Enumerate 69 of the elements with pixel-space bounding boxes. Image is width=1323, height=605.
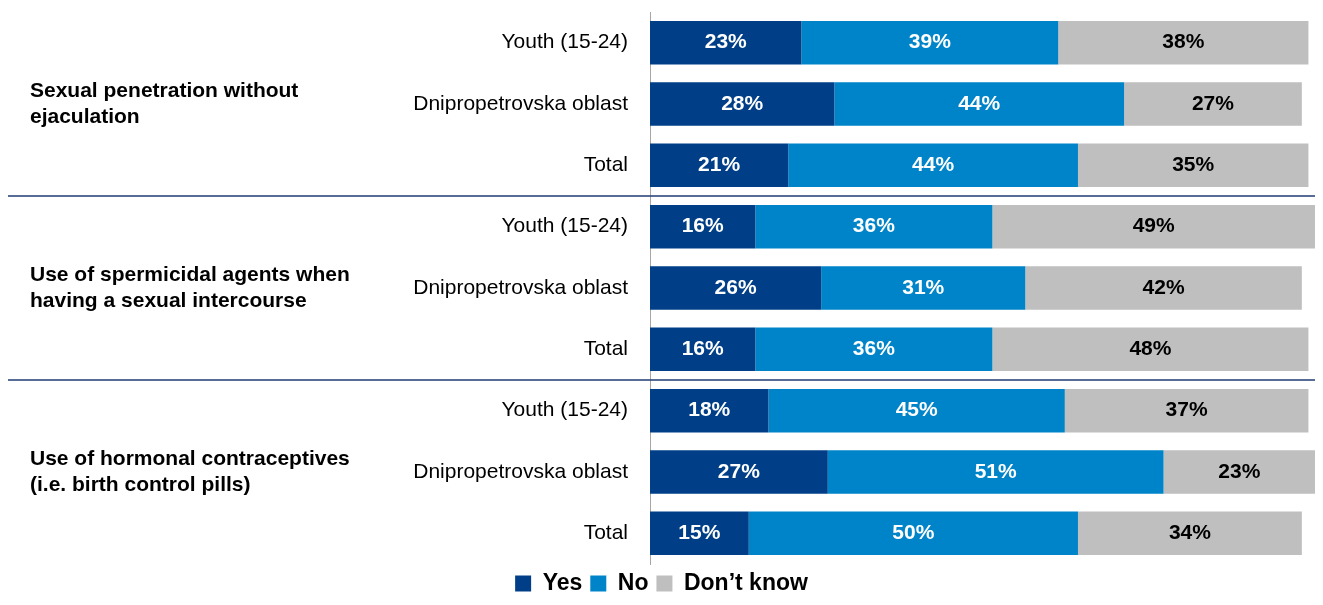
legend-label: Don’t know — [683, 568, 808, 595]
bar — [1163, 450, 1315, 494]
legend-label: No — [617, 568, 649, 595]
bar — [827, 450, 1164, 494]
bar — [1124, 82, 1302, 126]
data-label: 26% — [714, 274, 757, 298]
bar — [650, 143, 789, 188]
data-label: 39% — [908, 29, 952, 53]
y-tick-label: Dnipropetrovska oblast — [413, 274, 629, 298]
y-tick-label: Youth (15-24) — [501, 29, 628, 53]
bar — [1058, 20, 1309, 65]
y-tick-label: Youth (15-24) — [501, 213, 628, 237]
legend-label: Yes — [542, 568, 583, 595]
bar — [748, 511, 1078, 556]
bar — [755, 204, 993, 249]
data-label: 37% — [1165, 397, 1208, 421]
data-label: 44% — [912, 152, 955, 176]
data-label: 49% — [1132, 213, 1176, 237]
y-tick-label: Dnipropetrovska oblast — [413, 458, 629, 482]
bar — [650, 204, 756, 249]
bar — [801, 20, 1059, 65]
data-label: 21% — [698, 152, 741, 176]
bar — [1025, 266, 1302, 310]
data-label: 36% — [852, 213, 896, 237]
bar — [650, 82, 835, 126]
bar — [1077, 143, 1309, 188]
bar — [650, 511, 749, 556]
y-tick-label: Total — [583, 520, 628, 544]
data-label: 45% — [895, 397, 938, 421]
data-label: 16% — [681, 213, 725, 237]
data-label: 23% — [704, 29, 748, 53]
data-label: 42% — [1142, 274, 1185, 298]
y-tick-label: Total — [583, 336, 628, 360]
data-label: 36% — [852, 336, 896, 360]
bar — [650, 327, 756, 372]
data-label: 34% — [1168, 520, 1212, 544]
bar — [1064, 388, 1309, 433]
bar — [788, 143, 1078, 188]
data-label: 16% — [681, 336, 725, 360]
bar — [992, 327, 1309, 372]
bar — [650, 266, 822, 310]
data-label: 23% — [1218, 458, 1261, 482]
y-tick-label: Dnipropetrovska oblast — [413, 90, 629, 114]
data-label: 50% — [892, 520, 935, 544]
bar — [768, 388, 1065, 433]
data-label: 31% — [902, 274, 945, 298]
text: Sexual penetration without ejaculation — [30, 77, 299, 127]
y-tick-label: Youth (15-24) — [501, 397, 628, 421]
text: Use of hormonal contraceptives (i.e. birth control pills) — [30, 445, 350, 495]
data-label: 15% — [678, 520, 721, 544]
text: Use of spermicidal agents when having a sexual intercourse — [30, 261, 350, 311]
data-label: 28% — [721, 90, 764, 114]
data-label: 38% — [1162, 29, 1205, 53]
bar — [1077, 511, 1302, 556]
bar — [650, 450, 828, 494]
bar — [821, 266, 1026, 310]
bar — [992, 204, 1315, 249]
data-label: 27% — [1191, 90, 1235, 114]
bar — [650, 20, 802, 65]
data-label: 27% — [717, 458, 761, 482]
bar — [650, 388, 769, 433]
data-label: 51% — [974, 458, 1018, 482]
bar — [834, 82, 1125, 126]
data-label: 44% — [958, 90, 1001, 114]
data-label: 48% — [1129, 336, 1172, 360]
bar — [755, 327, 993, 372]
data-label: 18% — [688, 397, 731, 421]
y-tick-label: Total — [583, 152, 628, 176]
data-label: 35% — [1172, 152, 1215, 176]
